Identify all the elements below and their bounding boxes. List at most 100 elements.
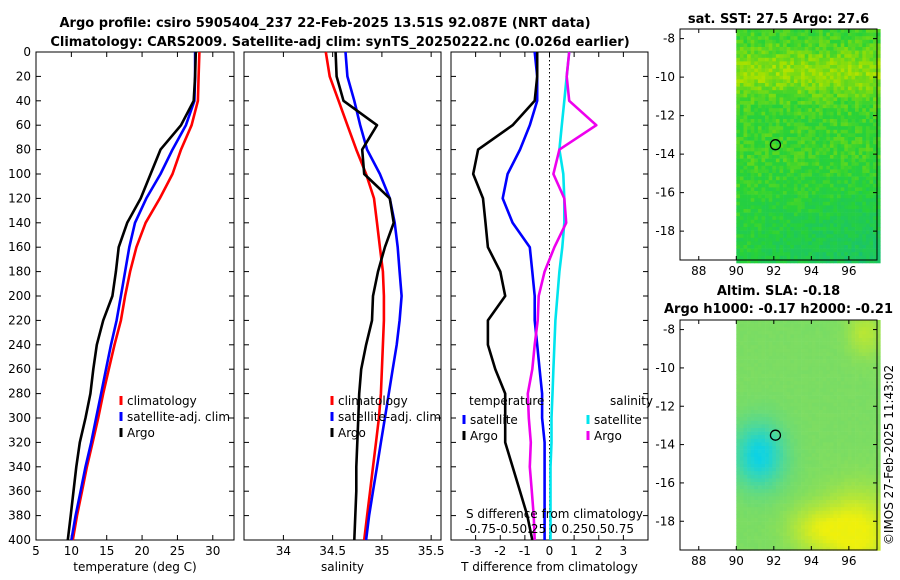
heatmap-cell xyxy=(847,388,852,393)
heatmap-cell xyxy=(779,65,784,69)
heatmap-cell xyxy=(844,32,849,37)
heatmap-cell xyxy=(811,219,816,224)
heatmap-cell xyxy=(754,47,759,51)
heatmap-cell xyxy=(793,183,798,188)
heatmap-cell xyxy=(804,212,809,217)
heatmap-cell xyxy=(754,252,759,257)
heatmap-cell xyxy=(754,363,759,368)
heatmap-cell xyxy=(761,460,766,465)
heatmap-cell xyxy=(761,97,766,102)
heatmap-cell xyxy=(869,348,874,353)
heatmap-cell xyxy=(815,248,820,253)
heatmap-cell xyxy=(815,97,820,102)
heatmap-cell xyxy=(819,330,823,335)
heatmap-cell xyxy=(804,165,809,170)
heatmap-cell xyxy=(747,47,751,51)
heatmap-cell xyxy=(761,456,766,461)
heatmap-cell xyxy=(808,352,813,357)
heatmap-cell xyxy=(829,384,834,389)
heatmap-cell xyxy=(747,474,751,479)
heatmap-cell xyxy=(819,237,823,242)
heatmap-cell xyxy=(768,194,773,199)
heatmap-cell xyxy=(743,201,748,206)
heatmap-cell xyxy=(808,327,813,332)
heatmap-cell xyxy=(804,417,809,422)
y-tick-label: 260 xyxy=(8,362,31,376)
heatmap-cell xyxy=(790,122,795,127)
heatmap-cell xyxy=(747,446,751,450)
heatmap-cell xyxy=(840,366,845,371)
heatmap-cell xyxy=(829,122,834,127)
heatmap-cell xyxy=(739,79,744,84)
heatmap-cell xyxy=(837,474,841,479)
heatmap-cell xyxy=(808,323,813,328)
heatmap-cell xyxy=(747,356,751,360)
heatmap-cell xyxy=(804,413,809,418)
heatmap-cell xyxy=(819,129,823,134)
heatmap-cell xyxy=(826,503,831,508)
heatmap-cell xyxy=(736,194,741,199)
heatmap-cell xyxy=(768,428,773,432)
heatmap-cell xyxy=(808,252,813,257)
heatmap-cell xyxy=(779,209,784,213)
heatmap-cell xyxy=(750,424,755,429)
heatmap-cell xyxy=(736,460,741,465)
heatmap-cell xyxy=(790,205,795,210)
heatmap-cell xyxy=(775,338,780,342)
heatmap-cell xyxy=(808,442,813,447)
heatmap-cell xyxy=(739,201,744,206)
heatmap-cell xyxy=(819,381,823,386)
heatmap-cell xyxy=(847,435,852,440)
heatmap-cell xyxy=(826,237,831,242)
heatmap-cell xyxy=(736,399,741,404)
heatmap-cell xyxy=(840,345,845,350)
heatmap-cell xyxy=(804,503,809,508)
heatmap-cell xyxy=(790,442,795,447)
heatmap-cell xyxy=(826,227,831,231)
heatmap-cell xyxy=(739,410,744,414)
heatmap-cell xyxy=(747,384,751,389)
heatmap-cell xyxy=(808,209,813,213)
heatmap-cell xyxy=(815,485,820,490)
heatmap-cell xyxy=(779,245,784,249)
heatmap-cell xyxy=(873,352,877,357)
heatmap-cell xyxy=(786,417,791,422)
heatmap-cell xyxy=(851,140,856,145)
heatmap-cell xyxy=(873,482,877,486)
heatmap-cell xyxy=(801,83,805,87)
heatmap-cell xyxy=(873,460,877,465)
heatmap-cell xyxy=(739,194,744,199)
heatmap-cell xyxy=(837,417,841,422)
heatmap-cell xyxy=(775,36,780,41)
heatmap-cell xyxy=(869,86,874,91)
heatmap-cell xyxy=(783,428,787,432)
heatmap-cell xyxy=(876,489,881,494)
heatmap-cell xyxy=(793,402,798,407)
heatmap-cell xyxy=(772,209,777,213)
heatmap-cell xyxy=(757,345,762,350)
heatmap-cell xyxy=(865,119,870,123)
heatmap-cell xyxy=(779,485,784,490)
heatmap-cell xyxy=(743,65,748,69)
heatmap-cell xyxy=(775,230,780,235)
heatmap-cell xyxy=(847,431,852,436)
heatmap-cell xyxy=(743,334,748,339)
heatmap-cell xyxy=(793,417,798,422)
heatmap-cell xyxy=(743,431,748,436)
heatmap-cell xyxy=(811,345,816,350)
heatmap-cell xyxy=(761,198,766,203)
heatmap-cell xyxy=(855,496,859,501)
heatmap-cell xyxy=(826,50,831,55)
heatmap-cell xyxy=(750,93,755,98)
heatmap-cell xyxy=(761,201,766,206)
heatmap-cell xyxy=(783,169,787,174)
heatmap-cell xyxy=(808,180,813,185)
heatmap-cell xyxy=(772,417,777,422)
heatmap-cell xyxy=(819,194,823,199)
heatmap-cell xyxy=(811,198,816,203)
heatmap-cell xyxy=(804,500,809,504)
heatmap-cell xyxy=(826,72,831,77)
heatmap-cell xyxy=(761,39,766,44)
heatmap-cell xyxy=(754,464,759,468)
heatmap-cell xyxy=(768,39,773,44)
